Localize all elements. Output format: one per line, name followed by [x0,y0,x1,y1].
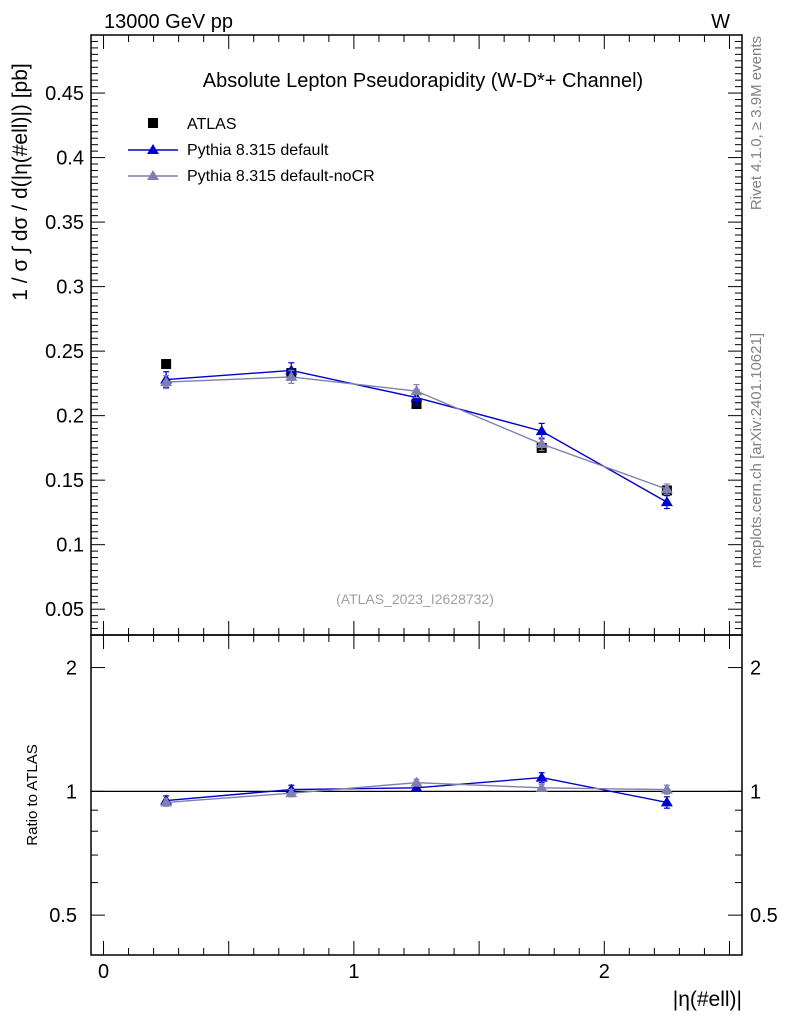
ratio-nocr-point [535,781,548,792]
rivet-label: Rivet 4.1.0, ≥ 3.9M events [748,36,765,210]
ratio-y-tick-label-right: 2 [750,658,761,680]
ratio-y-tick-label-right: 1 [750,781,761,803]
main-y-tick-label: 0.35 [45,212,84,234]
main-default-point [660,496,673,507]
mcplots-label: mcplots.cern.ch [arXiv:2401.10621] [748,333,765,568]
legend-marker-nocr [147,170,159,180]
x-tick-label: 1 [348,961,359,983]
process-label: W [711,11,730,33]
main-y-tick-label: 0.05 [45,599,84,621]
main-y-axis-label: 1 / σ ∫ dσ / d(|η(#ell)|) [pb] [9,63,32,301]
main-plot-marks [160,359,673,510]
main-nocr-point [285,370,298,381]
ratio-nocr-point [285,787,298,798]
ratio-nocr-point [160,796,173,807]
ratio-panel-frame [90,634,743,956]
ratio-y-tick-label-left: 2 [66,658,77,680]
ratio-plot-marks [160,771,673,809]
ratio-nocr-point [410,776,423,787]
main-y-tick-label: 0.2 [56,406,84,428]
main-axis-ticks: 0.05 0.1 0.15 0.2 0.25 0.3 0.35 0.4 0.45 [45,34,742,636]
ratio-default-point [410,781,423,792]
ratio-default-point [660,796,673,807]
x-tick-label: 2 [599,961,610,983]
main-y-tick-label: 0.1 [56,535,84,557]
legend-label-atlas: ATLAS [187,116,237,133]
main-default-point [535,425,548,436]
ratio-y-tick-label-left: 0.5 [49,905,77,927]
ratio-default-point [535,771,548,782]
main-atlas-point [161,359,172,370]
legend: ATLAS Pythia 8.315 default Pythia 8.315 … [128,116,375,185]
watermark: (ATLAS_2023_I2628732) [336,591,494,607]
legend-marker-default [147,144,159,154]
main-y-tick-label: 0.15 [45,470,84,492]
main-nocr-point [660,483,673,494]
ratio-nocr-point [660,783,673,794]
main-y-tick-label: 0.3 [56,277,84,299]
main-nocr-point [535,438,548,449]
main-default-point [285,364,298,375]
main-y-tick-label: 0.45 [45,83,84,105]
main-y-tick-label: 0.25 [45,341,84,363]
plot-title: Absolute Lepton Pseudorapidity (W-D*+ Ch… [203,70,643,92]
x-axis-label: |η(#ell)| [673,988,742,1011]
energy-label: 13000 GeV pp [104,11,233,33]
main-y-tick-label: 0.4 [56,148,84,170]
ratio-y-axis-label: Ratio to ATLAS [24,744,41,845]
ratio-y-tick-label-right: 0.5 [750,905,778,927]
legend-label-default: Pythia 8.315 default [187,142,329,159]
x-tick-label: 0 [98,961,109,983]
main-nocr-point [160,376,173,387]
legend-label-nocr: Pythia 8.315 default-noCR [187,168,375,185]
main-nocr-point [410,385,423,396]
legend-marker-atlas [148,118,158,128]
ratio-axis-ticks: 0 1 2 0.5 0.5 1 1 2 2 [49,635,778,983]
ratio-y-tick-label-left: 1 [66,781,77,803]
